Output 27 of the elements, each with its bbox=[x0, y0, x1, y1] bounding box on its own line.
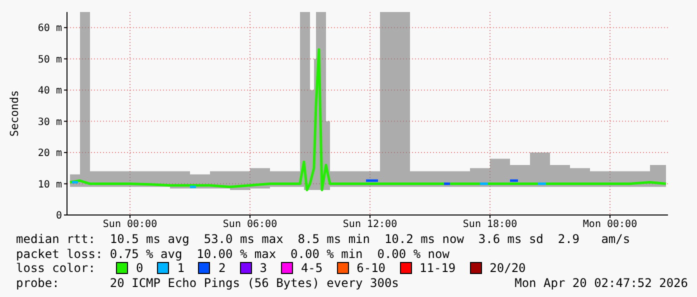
y-tick-label: 50 m bbox=[38, 54, 62, 66]
legend-label: 2 bbox=[217, 261, 226, 276]
text: Mon Apr 20 02:47:52 2026 bbox=[514, 276, 688, 290]
y-tick-label: 40 m bbox=[38, 86, 62, 97]
line-series bbox=[68, 48, 668, 192]
legend-label: 20/20 bbox=[488, 261, 526, 276]
y-tick-label: 10 m bbox=[38, 179, 62, 190]
x-tick-label: Mon 00:00 bbox=[582, 219, 638, 230]
legend-label: 0 bbox=[135, 261, 144, 276]
legend-label: 1 bbox=[176, 261, 184, 276]
legend-label: 6-10 bbox=[356, 261, 386, 276]
y-tick-label: 0 bbox=[56, 210, 62, 222]
text: probe: 20 ICMP Echo Pings (56 Bytes) every 300s bbox=[16, 276, 399, 290]
x-tick-label: Sun 12:00 bbox=[342, 219, 398, 230]
x-tick-label: Sun 00:00 bbox=[102, 219, 158, 230]
legend-title: loss color: bbox=[16, 261, 96, 276]
x-tick-label: Sun 18:00 bbox=[462, 219, 518, 230]
legend-label: 3 bbox=[258, 261, 267, 276]
text: median rtt: 10.5 ms avg 53.0 ms max 8.5 ms min 10.2 ms now 3.6 ms sd 2.9 am/s bbox=[16, 232, 632, 246]
y-tick-label: 60 m bbox=[38, 23, 62, 34]
legend-label: 4-5 bbox=[300, 261, 323, 276]
x-tick-label: Sun 06:00 bbox=[222, 219, 278, 230]
y-tick-label: 30 m bbox=[38, 116, 62, 128]
y-tick-label: 20 m bbox=[38, 148, 62, 160]
text: packet loss: 0.75 % avg 10.00 % max 0.00 % min 0.00 % now bbox=[16, 246, 450, 261]
y-axis-title: Seconds bbox=[8, 90, 21, 137]
legend-label: 11-19 bbox=[418, 261, 456, 276]
